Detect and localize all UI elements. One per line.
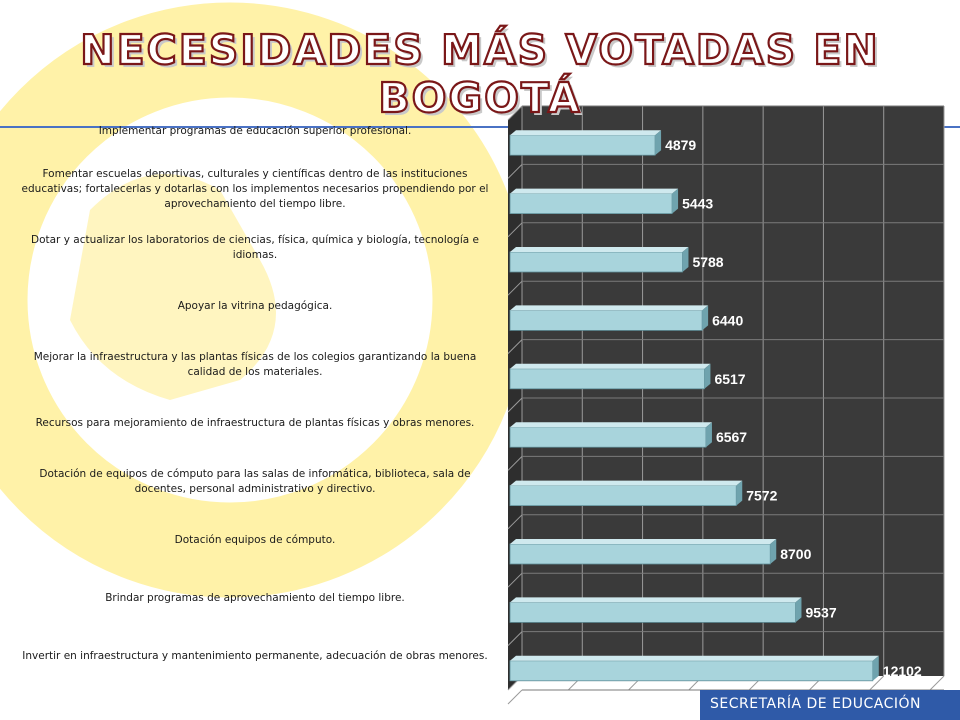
data-label: 8700 <box>780 546 811 562</box>
bar-side <box>702 305 709 331</box>
bar-top <box>510 188 679 194</box>
bar <box>509 251 683 273</box>
bar-side <box>655 130 662 156</box>
bar-side <box>672 188 679 214</box>
bar <box>509 660 874 682</box>
bar-side <box>704 363 711 389</box>
gridline-side <box>507 222 523 238</box>
gridline-side <box>507 339 523 354</box>
bar-top <box>510 480 743 486</box>
bar-top <box>510 130 662 136</box>
category-label: Dotar y actualizar los laboratorios de c… <box>31 234 479 261</box>
data-label: 6440 <box>712 312 743 328</box>
gridline-floor <box>869 675 885 691</box>
decor-ring <box>0 2 528 598</box>
bar <box>509 193 673 215</box>
gridline-side <box>507 397 523 413</box>
bar <box>509 426 707 448</box>
data-label: 6567 <box>716 429 747 445</box>
category-label: Recursos para mejoramiento de infraestru… <box>35 416 475 429</box>
bar-top <box>510 539 777 544</box>
gridline-side <box>507 514 523 530</box>
bar <box>509 368 705 390</box>
bar-top <box>510 305 709 311</box>
bar-top <box>510 597 802 603</box>
bar-top <box>510 655 879 661</box>
category-label: Invertir en infraestructura y mantenimie… <box>22 650 488 663</box>
data-label: 12102 <box>883 663 922 679</box>
category-label: Mejorar la infraestructura y las plantas… <box>33 350 477 378</box>
data-label: 9537 <box>805 604 836 620</box>
bar <box>509 134 656 156</box>
bar <box>509 309 703 331</box>
gridline-side <box>507 164 523 179</box>
gridline-floor <box>929 675 945 691</box>
bar-top <box>510 247 689 252</box>
gridline-side <box>507 280 523 296</box>
gridline-side <box>507 572 523 588</box>
footer-label: SECRETARÍA DE EDUCACIÓN <box>710 696 921 712</box>
data-label: 6517 <box>714 371 745 387</box>
bar-top <box>510 422 712 428</box>
footer-bar <box>700 690 960 720</box>
bar-side <box>872 655 879 681</box>
gridline-side <box>507 689 523 705</box>
decor-blob <box>70 174 276 400</box>
data-label: 7572 <box>746 488 777 504</box>
page-title: NECESIDADES MÁS VOTADAS EN BOGOTÁ <box>79 25 880 123</box>
category-label: Dotación de equipos de cómputo para las … <box>39 467 471 495</box>
bar-side <box>736 480 743 506</box>
data-label: 5443 <box>682 196 713 212</box>
category-label: Brindar programas de aprovechamiento del… <box>105 591 405 604</box>
bar <box>509 543 771 565</box>
bar-top <box>510 363 711 369</box>
gridline-side <box>507 105 523 121</box>
data-label: 5788 <box>692 254 723 270</box>
category-label: Dotación equipos de cómputo. <box>174 533 336 546</box>
bar-side <box>795 597 802 623</box>
category-label: Apoyar la vitrina pedagógica. <box>177 299 333 312</box>
bar <box>509 485 737 507</box>
gridline-side <box>507 456 523 471</box>
category-label: Fomentar escuelas deportivas, culturales… <box>21 168 489 211</box>
title-rule <box>0 126 960 128</box>
bar-side <box>770 539 777 564</box>
gridline-side <box>507 631 523 646</box>
bar-side <box>705 422 712 448</box>
data-label: 4879 <box>665 137 696 153</box>
category-label: Implementar programas de educación super… <box>98 124 412 137</box>
bar-side <box>682 247 689 272</box>
bar <box>509 602 796 623</box>
